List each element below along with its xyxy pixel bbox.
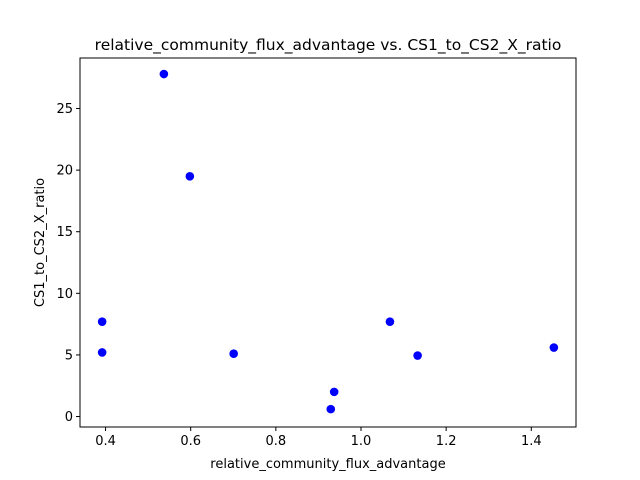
data-point <box>549 343 559 352</box>
chart-title: relative_community_flux_advantage vs. CS… <box>95 36 562 55</box>
data-point <box>413 351 422 360</box>
x-tick-label: 1.4 <box>521 434 542 449</box>
x-tick-label: 0.4 <box>95 434 116 449</box>
y-tick-label: 20 <box>56 164 73 179</box>
data-point <box>97 348 107 357</box>
plot-frame <box>79 57 577 428</box>
x-tick-label: 1.0 <box>351 434 372 449</box>
data-point <box>159 69 169 79</box>
data-point <box>229 349 238 358</box>
x-axis-label: relative_community_flux_advantage <box>210 457 445 472</box>
data-point <box>97 317 107 326</box>
x-tick-label: 1.2 <box>436 434 457 449</box>
data-point <box>326 404 336 414</box>
y-tick-label: 25 <box>56 102 73 117</box>
plot-area: 0.4 0.6 0.8 1.0 1.2 1.4 0 5 10 15 20 25 <box>56 69 559 449</box>
x-tick-label: 0.8 <box>266 434 287 449</box>
data-point <box>329 387 339 397</box>
x-tick-label: 0.6 <box>180 434 201 449</box>
y-tick-label: 0 <box>65 410 73 425</box>
y-axis-label: CS1_to_CS2_X_ratio <box>33 178 48 307</box>
data-point <box>185 171 195 181</box>
y-tick-label: 5 <box>65 348 73 363</box>
y-tick-label: 15 <box>56 225 73 240</box>
y-tick-label: 10 <box>56 287 73 302</box>
data-point <box>385 317 395 326</box>
